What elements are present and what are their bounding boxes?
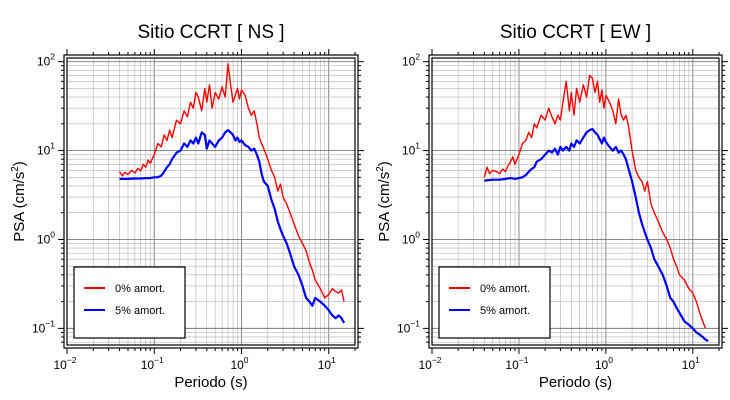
y-tick-label: 10−1 — [397, 318, 420, 335]
legend-box — [438, 266, 551, 339]
y-tick-exponent: 1 — [50, 141, 55, 151]
y-axis-label-end: ) — [376, 161, 393, 166]
legend-label-0: 0% amort. — [115, 283, 165, 295]
x-tick-exponent: −2 — [67, 355, 77, 365]
legend-box — [73, 266, 186, 339]
plot-frame — [66, 57, 356, 346]
y-tick-label: 101 — [37, 141, 55, 158]
y-axis-label-sup: 2 — [10, 166, 21, 172]
legend: 0% amort. 5% amort. — [438, 266, 551, 339]
plot-frame-outer — [428, 54, 723, 349]
x-tick-exponent: 1 — [695, 355, 700, 365]
x-axis-label: Periodo (s) — [539, 374, 612, 391]
y-axis-label-main: PSA (cm/s — [11, 172, 28, 242]
plot-frame-outer — [63, 54, 359, 349]
x-tick-exponent: 0 — [244, 355, 249, 365]
legend-label-1: 5% amort. — [480, 305, 530, 317]
y-tick-base: 10 — [397, 321, 411, 335]
y-tick-exponent: −1 — [410, 318, 420, 328]
y-tick-base: 10 — [37, 55, 51, 69]
x-tick-label: 10−2 — [418, 355, 441, 372]
x-tick-label: 101 — [682, 355, 700, 372]
y-tick-exponent: 2 — [50, 52, 55, 62]
chart-ns: Sitio CCRT [ NS ]10−2 10−1 100 10110−110010… — [10, 22, 364, 391]
x-tick-label: 10−1 — [141, 355, 164, 372]
y-tick-label: 100 — [402, 229, 420, 246]
series-line-1 — [484, 127, 709, 343]
x-tick-base: 10 — [418, 358, 432, 372]
y-axis-label-main: PSA (cm/s — [376, 172, 393, 242]
y-tick-base: 10 — [402, 232, 416, 246]
y-axis-label: PSA (cm/s2) — [10, 161, 28, 242]
y-tick-label: 102 — [37, 52, 55, 69]
y-tick-label: 102 — [402, 52, 420, 69]
series-line-1 — [119, 129, 346, 324]
x-tick-exponent: −1 — [519, 355, 529, 365]
y-tick-base: 10 — [402, 144, 416, 158]
legend-label-0: 0% amort. — [480, 283, 530, 295]
y-axis-label: PSA (cm/s2) — [375, 161, 393, 242]
tick-marks — [423, 49, 728, 354]
chart-title: Sitio CCRT [ NS ] — [137, 22, 284, 43]
y-tick-label: 10−1 — [32, 318, 55, 335]
x-tick-label: 100 — [595, 355, 613, 372]
x-axis-label: Periodo (s) — [174, 374, 247, 391]
plot-frame — [431, 57, 720, 346]
y-axis-label-sup: 2 — [375, 166, 386, 172]
y-tick-label: 100 — [37, 229, 55, 246]
y-tick-exponent: 0 — [415, 229, 420, 239]
x-tick-base: 10 — [141, 358, 155, 372]
x-tick-exponent: −1 — [154, 355, 164, 365]
x-tick-base: 10 — [318, 358, 332, 372]
x-tick-base: 10 — [505, 358, 519, 372]
y-axis-label-end: ) — [11, 161, 28, 166]
y-tick-base: 10 — [402, 55, 416, 69]
y-tick-exponent: −1 — [45, 318, 55, 328]
tick-marks — [58, 49, 364, 354]
legend-label-1: 5% amort. — [115, 305, 165, 317]
y-tick-base: 10 — [37, 144, 51, 158]
x-tick-label: 10−1 — [505, 355, 528, 372]
y-tick-exponent: 0 — [50, 229, 55, 239]
y-tick-base: 10 — [37, 232, 51, 246]
x-tick-base: 10 — [230, 358, 244, 372]
x-tick-base: 10 — [682, 358, 696, 372]
x-tick-label: 101 — [318, 355, 336, 372]
x-tick-base: 10 — [53, 358, 67, 372]
x-tick-exponent: −2 — [432, 355, 442, 365]
x-tick-label: 10−2 — [53, 355, 76, 372]
legend: 0% amort. 5% amort. — [73, 266, 186, 339]
x-tick-exponent: 0 — [608, 355, 613, 365]
series-line-0 — [483, 74, 707, 329]
y-tick-exponent: 1 — [415, 141, 420, 151]
x-tick-label: 100 — [230, 355, 248, 372]
chart-title: Sitio CCRT [ EW ] — [500, 22, 651, 43]
y-tick-label: 101 — [402, 141, 420, 158]
y-tick-exponent: 2 — [415, 52, 420, 62]
x-tick-base: 10 — [595, 358, 609, 372]
chart-ew: Sitio CCRT [ EW ]10−2 10−1 100 10110−110010… — [375, 22, 728, 391]
series-line-0 — [118, 63, 345, 302]
x-tick-exponent: 1 — [331, 355, 336, 365]
y-tick-base: 10 — [32, 321, 46, 335]
